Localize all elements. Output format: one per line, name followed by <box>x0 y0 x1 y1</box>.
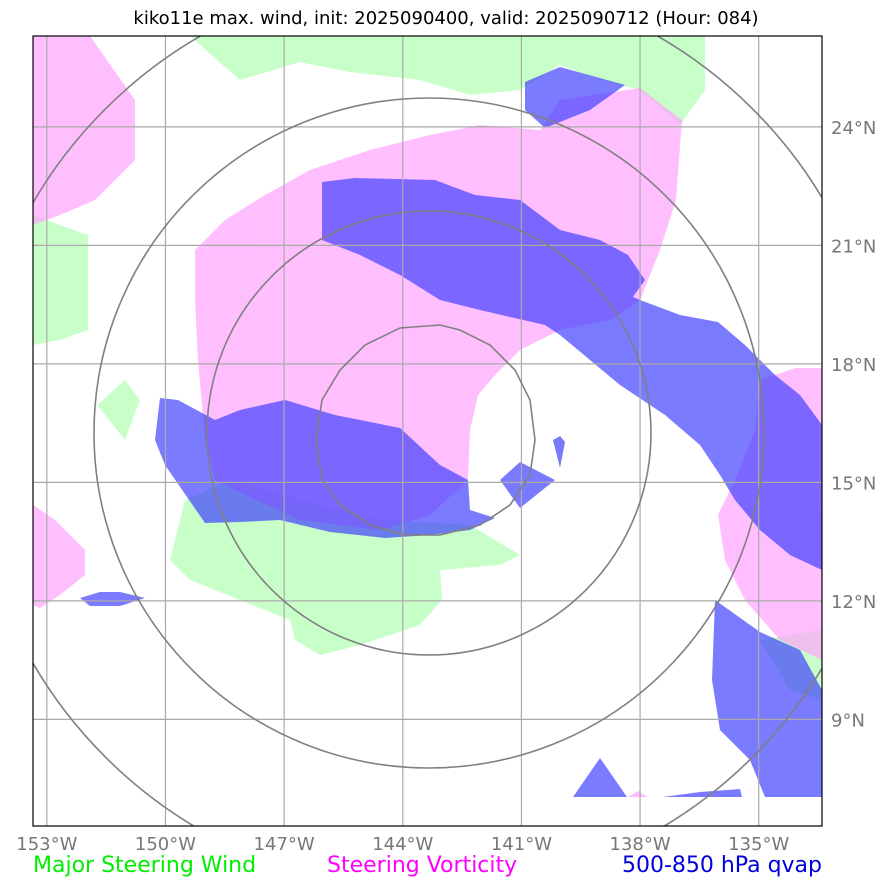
longitude-axis: 153°W 150°W 147°W 144°W 141°W 138°W 135°W <box>16 834 789 855</box>
qvap-region-east-band <box>545 282 822 570</box>
steering-wind-region-north <box>190 36 705 125</box>
longitude-tick-label: 138°W <box>609 834 670 855</box>
latitude-tick-label: 18°N <box>831 355 876 376</box>
distance-ring-2 <box>206 210 652 656</box>
qvap-region-south-sliver <box>663 789 742 797</box>
steering-vorticity-region-northwest <box>33 36 135 225</box>
legend-steering-wind: Major Steering Wind <box>33 853 257 878</box>
longitude-tick-label: 153°W <box>16 834 77 855</box>
latitude-tick-label: 9°N <box>831 710 865 731</box>
map-title: kiko11e max. wind, init: 2025090400, val… <box>133 8 759 29</box>
qvap-region-northeast-patch <box>525 67 625 128</box>
steering-wind-region-west <box>33 215 88 345</box>
map-frame <box>32 35 823 827</box>
distance-ring-3 <box>93 97 765 769</box>
latitude-tick-label: 21°N <box>831 236 876 257</box>
qvap-region-west-small <box>80 592 145 606</box>
steering-vorticity-region-dot <box>628 791 648 797</box>
steering-vorticity-region-southwest <box>33 505 85 608</box>
qvap-region-small-diamond <box>500 462 555 508</box>
longitude-tick-label: 147°W <box>254 834 315 855</box>
legend-steering-vorticity: Steering Vorticity <box>327 853 518 878</box>
latitude-tick-label: 24°N <box>831 118 876 139</box>
qvap-region-southeast <box>712 600 822 797</box>
latitude-tick-label: 12°N <box>831 592 876 613</box>
latitude-axis: 24°N 21°N 18°N 15°N 12°N 9°N <box>831 118 876 731</box>
distance-ring-inner <box>315 324 536 536</box>
qvap-region-sliver <box>553 436 565 468</box>
qvap-region-west-band <box>155 398 495 538</box>
longitude-tick-label: 141°W <box>491 834 552 855</box>
qvap-region-south-triangle <box>573 758 627 797</box>
longitude-tick-label: 150°W <box>135 834 196 855</box>
longitude-tick-label: 135°W <box>728 834 789 855</box>
steering-wind-region-small <box>97 380 140 440</box>
graticule <box>33 36 822 826</box>
longitude-tick-label: 144°W <box>372 834 433 855</box>
legend-qvap: 500-850 hPa qvap <box>621 853 822 878</box>
latitude-tick-label: 15°N <box>831 473 876 494</box>
